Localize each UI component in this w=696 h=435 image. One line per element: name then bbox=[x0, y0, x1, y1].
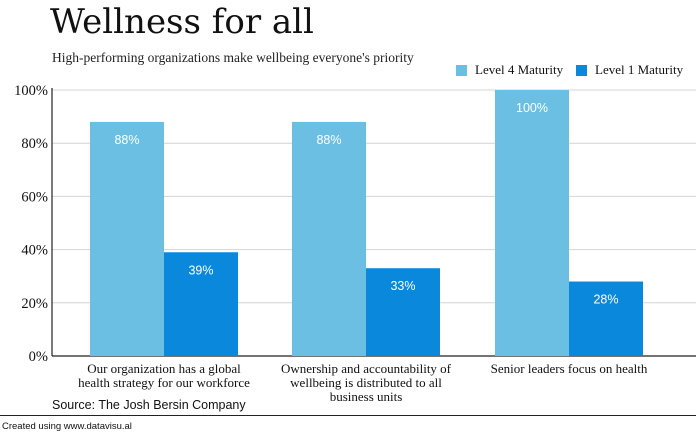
y-tick-label: 40% bbox=[21, 243, 48, 259]
y-tick-label: 80% bbox=[21, 136, 48, 152]
bar bbox=[366, 268, 440, 356]
legend-label-level1: Level 1 Maturity bbox=[595, 62, 684, 77]
chart-subtitle: High-performing organizations make wellb… bbox=[52, 50, 414, 65]
category-label: Senior leaders focus on health bbox=[491, 361, 648, 376]
bar bbox=[164, 252, 238, 356]
legend-item-level1: Level 1 Maturity bbox=[576, 62, 683, 78]
category-label: Our organization has a global bbox=[87, 361, 241, 376]
chart-title: Wellness for all bbox=[50, 2, 314, 42]
bar bbox=[569, 281, 643, 356]
source-note: Source: The Josh Bersin Company bbox=[52, 398, 246, 412]
category-label: health strategy for our workforce bbox=[78, 375, 250, 390]
data-label: 100% bbox=[516, 101, 548, 115]
data-label: 88% bbox=[114, 133, 139, 147]
legend-item-level4: Level 4 Maturity bbox=[456, 62, 563, 78]
bar bbox=[292, 121, 366, 356]
legend-swatch-level1 bbox=[576, 64, 587, 76]
y-tick-label: 100% bbox=[14, 83, 48, 99]
y-tick-label: 0% bbox=[29, 349, 48, 365]
y-tick-label: 60% bbox=[21, 189, 48, 205]
legend-swatch-level4 bbox=[456, 64, 467, 76]
legend-label-level4: Level 4 Maturity bbox=[475, 62, 564, 77]
footer-credit: Created using www.datavisu.al bbox=[2, 421, 132, 432]
category-label: wellbeing is distributed to all bbox=[290, 375, 442, 390]
data-label: 33% bbox=[390, 279, 415, 293]
category-label: business units bbox=[330, 389, 403, 404]
bar bbox=[495, 90, 569, 356]
bar bbox=[90, 121, 164, 356]
y-tick-label: 20% bbox=[21, 296, 48, 312]
data-label: 88% bbox=[316, 133, 341, 147]
data-label: 39% bbox=[188, 263, 213, 277]
category-label: Ownership and accountability of bbox=[281, 361, 452, 376]
footer-divider bbox=[0, 415, 696, 416]
data-label: 28% bbox=[593, 293, 618, 307]
